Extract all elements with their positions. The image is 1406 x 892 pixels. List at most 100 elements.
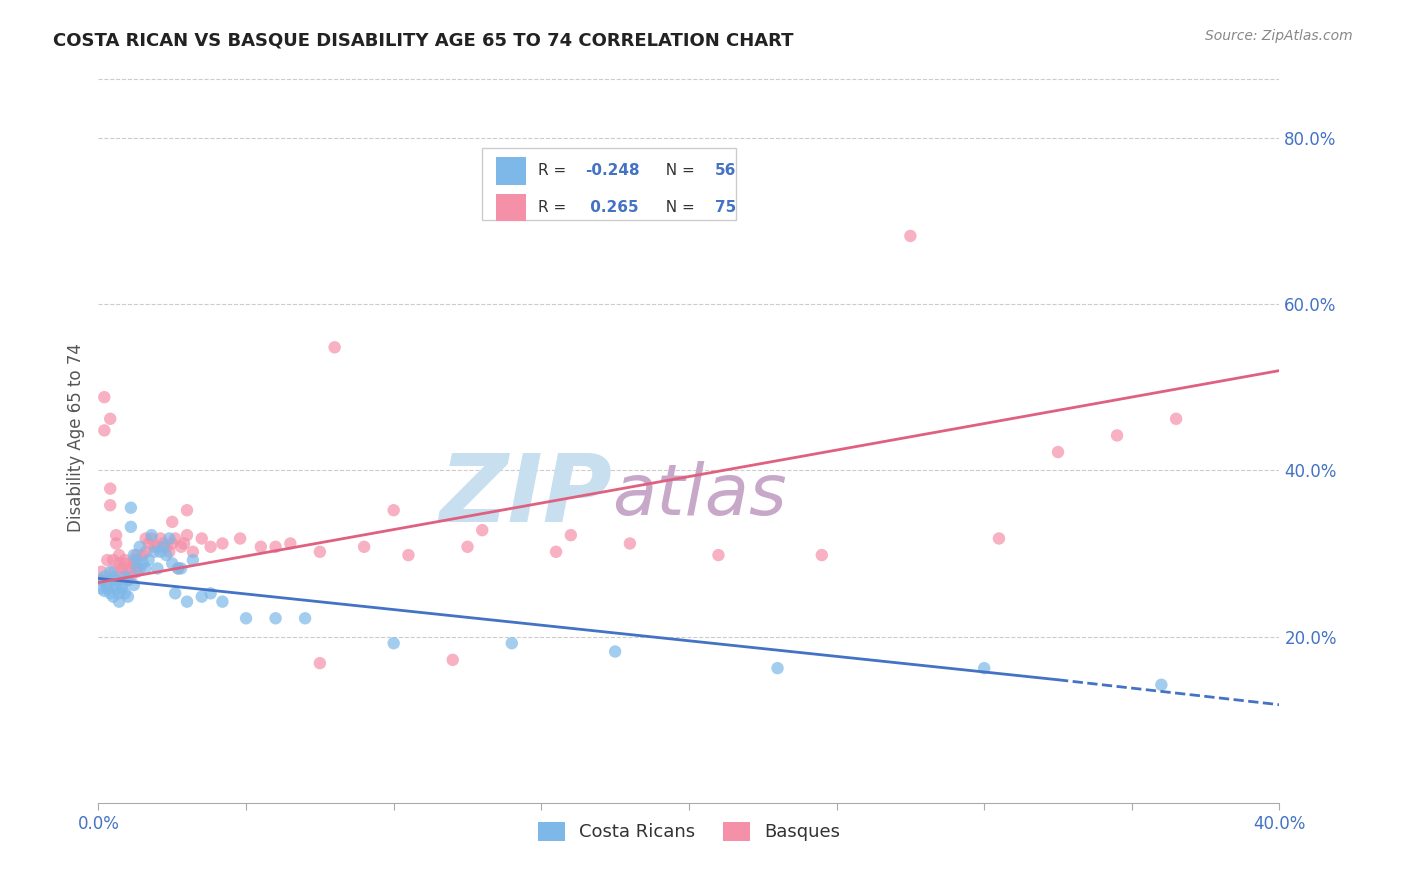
Point: [1107, 428, 1129, 442]
Legend: Costa Ricans, Basques: Costa Ricans, Basques: [530, 814, 848, 848]
Point: [114, 553, 136, 567]
Text: N =: N =: [655, 163, 700, 178]
Point: [155, 548, 177, 562]
Point: [103, 590, 125, 604]
Point: [125, 553, 148, 567]
Point: [560, 528, 582, 542]
Point: [117, 590, 139, 604]
Point: [143, 545, 166, 559]
Point: [122, 553, 145, 567]
Point: [117, 565, 139, 579]
Point: [162, 515, 183, 529]
Point: [105, 528, 128, 542]
Point: [152, 536, 174, 550]
Point: [93, 583, 115, 598]
Point: [103, 565, 125, 579]
Point: [132, 548, 155, 562]
Text: COSTA RICAN VS BASQUE DISABILITY AGE 65 TO 74 CORRELATION CHART: COSTA RICAN VS BASQUE DISABILITY AGE 65 …: [53, 31, 794, 49]
Text: atlas: atlas: [612, 461, 787, 530]
Point: [98, 498, 121, 512]
Point: [170, 561, 193, 575]
Point: [229, 532, 252, 546]
Point: [141, 532, 163, 546]
Point: [114, 586, 136, 600]
Point: [125, 565, 148, 579]
Point: [167, 561, 190, 575]
Point: [108, 548, 131, 562]
Point: [135, 545, 157, 559]
Point: [90, 565, 112, 579]
Point: [810, 548, 832, 562]
Point: [122, 548, 145, 562]
Point: [125, 561, 148, 575]
Point: [90, 573, 112, 587]
Point: [93, 570, 115, 584]
Point: [546, 545, 568, 559]
Point: [181, 553, 204, 567]
Point: [471, 523, 494, 537]
Point: [149, 545, 172, 559]
Text: 0.265: 0.265: [585, 200, 638, 215]
Point: [619, 536, 641, 550]
Point: [707, 548, 730, 562]
Point: [114, 557, 136, 571]
Point: [128, 540, 150, 554]
Point: [382, 636, 405, 650]
Point: [103, 570, 125, 584]
Point: [146, 561, 169, 575]
Point: [900, 228, 922, 243]
Point: [111, 561, 134, 575]
Point: [382, 503, 405, 517]
Point: [605, 644, 627, 658]
Text: R =: R =: [537, 163, 571, 178]
Point: [93, 424, 115, 438]
Point: [103, 553, 125, 567]
Point: [170, 540, 193, 554]
Text: 56: 56: [714, 163, 737, 178]
Point: [105, 573, 128, 587]
Text: 75: 75: [714, 200, 737, 215]
Point: [176, 503, 198, 517]
Text: Source: ZipAtlas.com: Source: ZipAtlas.com: [1205, 29, 1353, 43]
Point: [117, 573, 139, 587]
Point: [108, 594, 131, 608]
Point: [108, 586, 131, 600]
Point: [152, 540, 174, 554]
Point: [191, 532, 214, 546]
Point: [200, 540, 222, 554]
Point: [1166, 411, 1188, 425]
Point: [122, 578, 145, 592]
Bar: [496, 157, 526, 185]
Point: [211, 594, 233, 608]
Point: [132, 557, 155, 571]
Point: [135, 561, 157, 575]
Point: [766, 661, 789, 675]
Point: [120, 520, 142, 534]
Text: -0.248: -0.248: [585, 163, 640, 178]
Point: [111, 578, 134, 592]
Point: [1150, 678, 1173, 692]
Point: [211, 536, 233, 550]
Point: [111, 561, 134, 575]
FancyBboxPatch shape: [482, 148, 737, 219]
Point: [96, 575, 118, 590]
Text: R =: R =: [537, 200, 571, 215]
Point: [162, 557, 183, 571]
Y-axis label: Disability Age 65 to 74: Disability Age 65 to 74: [66, 343, 84, 532]
Point: [90, 573, 112, 587]
Point: [122, 557, 145, 571]
Point: [280, 536, 302, 550]
Point: [398, 548, 420, 562]
Bar: [496, 194, 526, 221]
Point: [120, 500, 142, 515]
Point: [138, 536, 160, 550]
Point: [111, 582, 134, 596]
Point: [294, 611, 316, 625]
Point: [165, 532, 187, 546]
Point: [138, 553, 160, 567]
Point: [250, 540, 273, 554]
Point: [105, 536, 128, 550]
Point: [155, 540, 177, 554]
Point: [264, 611, 287, 625]
Point: [98, 482, 121, 496]
